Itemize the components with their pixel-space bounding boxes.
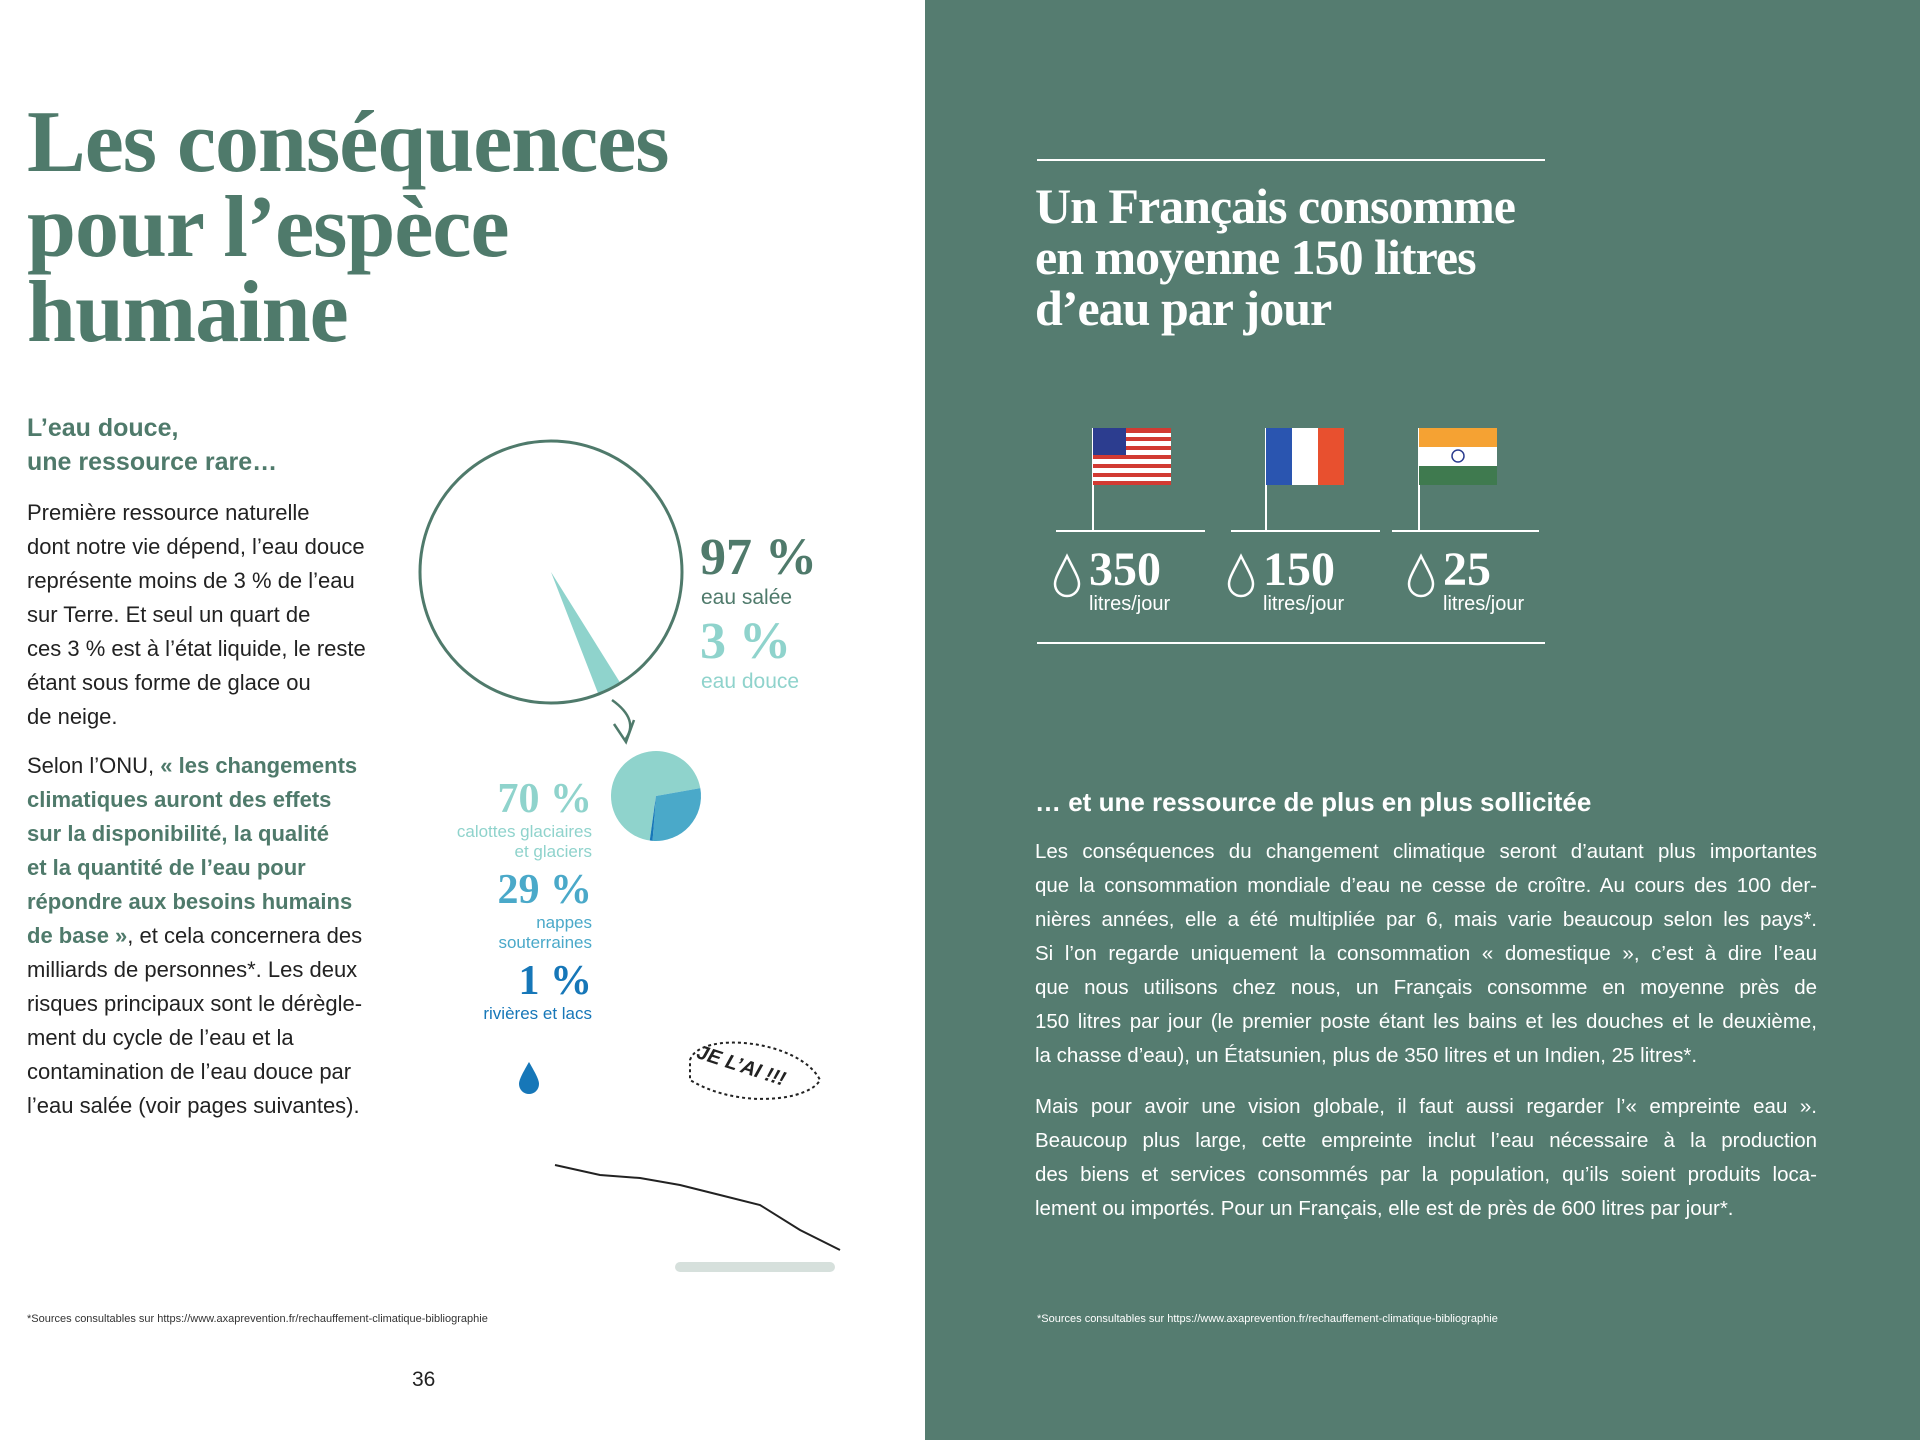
consumption-unit: litres/jour: [1443, 593, 1525, 615]
page-number: 36: [412, 1368, 436, 1391]
slice-label: rivières et lacs: [483, 1004, 592, 1023]
arrow: [611, 698, 636, 745]
title-line: pour l’espèce: [27, 179, 510, 276]
body-line: Beaucoup plus large, cette empreinte inc…: [1035, 1129, 1817, 1152]
charts: [418, 439, 1435, 841]
pie-slice: [611, 751, 701, 841]
pie-slice: [649, 796, 656, 841]
flag-us: [1092, 428, 1171, 531]
speech-bubble: [689, 1041, 822, 1100]
text-run: contamination de l’eau douce par: [27, 1059, 352, 1084]
body-line: ment du cycle de l’eau et la: [27, 1025, 294, 1051]
consumption-value: 350: [1089, 543, 1161, 596]
subtitle: une ressource rare…: [27, 448, 278, 476]
title-line: Les conséquences: [27, 94, 670, 191]
text-run: l’eau salée (voir pages suivantes).: [27, 1093, 360, 1118]
text-run: « les changements: [160, 753, 358, 778]
footnote: *Sources consultables sur https://www.ax…: [1037, 1313, 1498, 1325]
body-line: sur Terre. Et seul un quart de: [27, 602, 311, 627]
text-run: climatiques auront des effets: [27, 787, 332, 812]
consumption-value: 150: [1263, 543, 1335, 596]
drop-icon: [1407, 553, 1435, 598]
slice-label: et glaciers: [514, 842, 592, 861]
body-line: lement ou importés. Pour un Français, el…: [1035, 1197, 1734, 1220]
drop-icon: [1227, 553, 1255, 598]
value-label: 70 %: [497, 776, 593, 822]
body-line: nières années, elle a été multipliée par…: [1035, 908, 1817, 931]
body-line: milliards de personnes*. Les deux: [27, 957, 357, 983]
body-line: des biens et services consommés par la p…: [1035, 1163, 1817, 1186]
text-run: ment du cycle de l’eau et la: [27, 1025, 294, 1050]
body-line: répondre aux besoins humains: [27, 889, 352, 915]
slice-label: souterraines: [498, 933, 592, 952]
body-line: et la quantité de l’eau pour: [27, 855, 306, 881]
subtitle: L’eau douce,: [27, 414, 179, 442]
text-run: risques principaux sont le dérègle-: [27, 991, 363, 1016]
body-line: de neige.: [27, 704, 118, 729]
drop-icon: [1053, 553, 1081, 598]
body-line: Selon l’ONU, « les changements: [27, 753, 357, 779]
body-line: 150 litres par jour (le premier poste ét…: [1035, 1010, 1817, 1033]
pie-outline: [418, 439, 684, 705]
title-line: d’eau par jour: [1035, 280, 1332, 336]
value-label: 1 %: [518, 958, 593, 1004]
text-run: et la quantité de l’eau pour: [27, 855, 306, 880]
footnote: *Sources consultables sur https://www.ax…: [27, 1313, 488, 1325]
value-label: 3 %: [700, 613, 791, 670]
consumption-value: 25: [1443, 543, 1491, 596]
body-line: ces 3 % est à l’état liquide, le reste: [27, 636, 366, 661]
body-line: Première ressource naturelle: [27, 500, 310, 525]
flag-fr: [1265, 428, 1344, 531]
consumption-unit: litres/jour: [1089, 593, 1171, 615]
title-line: humaine: [27, 264, 349, 361]
text-run: , et cela concernera des: [127, 923, 363, 948]
body-line: étant sous forme de glace ou: [27, 670, 311, 695]
body-line: représente moins de 3 % de l’eau: [27, 568, 355, 593]
body-line: de base », et cela concernera des: [27, 923, 362, 949]
body-line: risques principaux sont le dérègle-: [27, 991, 362, 1017]
body-line: climatiques auront des effets: [27, 787, 331, 813]
pie-slice: [551, 572, 621, 695]
body-line: la chasse d’eau), un Étatsunien, plus de…: [1035, 1044, 1698, 1067]
right-panel: [925, 0, 1920, 1440]
flag-in: [1418, 428, 1497, 531]
consumption-unit: litres/jour: [1263, 593, 1345, 615]
body-line: Mais pour avoir une vision globale, il f…: [1035, 1095, 1817, 1118]
cartoon: [554, 1164, 841, 1251]
slice-label: calottes glaciaires: [456, 822, 592, 841]
slice-label: eau salée: [701, 586, 793, 609]
title-line: Un Français consomme: [1035, 178, 1516, 234]
body-line: que la consommation mondiale d’eau ne ce…: [1035, 874, 1817, 897]
body-line: dont notre vie dépend, l’eau douce: [27, 534, 365, 559]
text-run: de base »: [27, 923, 128, 948]
text-run: milliards de personnes*. Les deux: [27, 957, 358, 982]
value-label: 97 %: [700, 529, 817, 586]
body-line: contamination de l’eau douce par: [27, 1059, 351, 1085]
slice-label: nappes: [536, 913, 592, 932]
body-line: Les conséquences du changement climatiqu…: [1035, 840, 1817, 863]
drop: [519, 1062, 539, 1094]
body-line: l’eau salée (voir pages suivantes).: [27, 1093, 360, 1119]
pie-slice: [420, 441, 683, 703]
body-line: sur la disponibilité, la qualité: [27, 821, 329, 847]
title-line: en moyenne 150 litres: [1035, 229, 1477, 285]
subtitle: … et une ressource de plus en plus solli…: [1035, 787, 1592, 817]
pie-slice: [652, 788, 701, 841]
slice-label: eau douce: [701, 670, 800, 693]
text-run: sur la disponibilité, la qualité: [27, 821, 329, 846]
body-line: Si l’on regarde uniquement la consommati…: [1035, 942, 1817, 965]
value-label: 29 %: [497, 867, 593, 913]
shadow: [675, 1262, 835, 1272]
text-run: Selon l’ONU,: [27, 753, 161, 778]
text-run: répondre aux besoins humains: [27, 889, 353, 914]
body-line: que nous utilisons chez nous, un Françai…: [1035, 976, 1817, 999]
